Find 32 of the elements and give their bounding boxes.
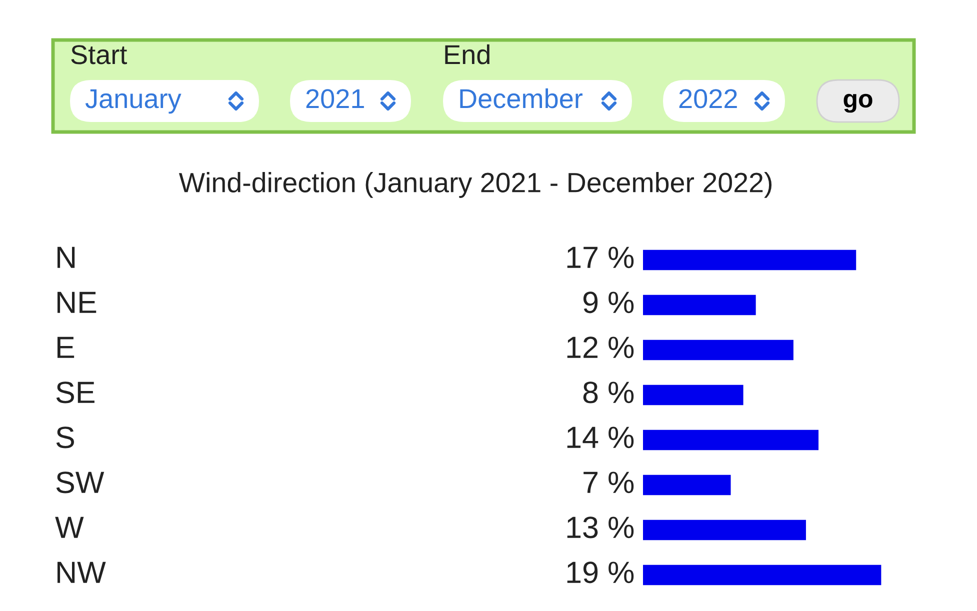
bar [643,474,731,496]
y-tick-label: S [56,426,74,448]
y-tick-label: W [55,516,84,538]
data-label: 12 % [567,336,634,358]
data-label: 7 % [584,472,634,494]
text: December [460,88,582,108]
data-label: 14 % [567,426,634,448]
data-label: 19 % [567,562,634,584]
data-label: 9 % [583,292,634,314]
text: 2022 [679,89,737,108]
y-tick-label: SW [56,472,104,494]
y-tick-label: E [58,336,74,358]
text: go [844,94,872,113]
text: January [85,89,182,114]
text: 2021 [306,89,364,108]
data-label: 13 % [567,516,634,538]
bar [643,340,794,360]
text: Start [71,45,127,64]
data-label: 8 % [583,382,634,404]
y-tick-label: NW [58,562,106,583]
chart-title: Wind-direction (January 2021 - December 2022) [178,172,772,198]
bar [643,250,856,270]
bar [643,430,818,450]
text: End [445,44,490,64]
bar [643,564,882,586]
y-tick-label: NE [58,292,96,313]
y-tick-label: N [58,246,75,268]
bar [643,384,744,406]
bar [643,294,756,316]
data-label: 17 % [567,246,634,268]
y-tick-label: SE [56,382,94,404]
bar [643,520,806,540]
